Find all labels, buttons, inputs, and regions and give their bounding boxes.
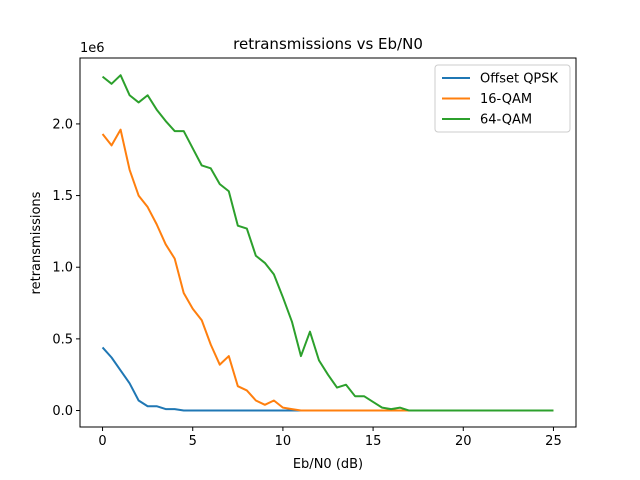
- plot-area-frame: [79, 57, 577, 428]
- y-tick-label: 2.0: [52, 117, 73, 132]
- y-axis-ticks: 0.0 0.5 1.0 1.5 2.0: [52, 117, 80, 419]
- legend-label-0: Offset QPSK: [480, 72, 559, 87]
- x-tick-label: 15: [365, 434, 382, 449]
- legend: Offset QPSK 16-QAM 64-QAM: [434, 64, 571, 133]
- plot-lines: [101, 74, 554, 412]
- chart-title: retransmissions vs Eb/N0: [233, 35, 423, 53]
- x-axis-label: Eb/N0 (dB): [293, 457, 363, 472]
- y-axis-label: retransmissions: [29, 191, 44, 294]
- x-tick-label: 0: [98, 434, 106, 449]
- x-tick-label: 20: [455, 434, 472, 449]
- y-tick-label: 0.5: [52, 332, 73, 347]
- x-axis-ticks: 0 5 10 15 20 25: [98, 427, 562, 449]
- y-tick-label: 1.5: [52, 189, 73, 204]
- x-tick-label: 10: [275, 434, 292, 449]
- x-tick-label: 25: [545, 434, 562, 449]
- x-tick-label: 5: [189, 434, 197, 449]
- legend-items: Offset QPSK 16-QAM 64-QAM: [442, 72, 559, 128]
- legend-label-1: 16-QAM: [480, 92, 532, 107]
- series-line-2: [101, 74, 554, 412]
- legend-box: [434, 64, 571, 133]
- legend-label-2: 64-QAM: [480, 113, 532, 128]
- y-tick-label: 0.0: [52, 404, 73, 419]
- y-tick-label: 1.0: [52, 261, 73, 276]
- y-offset-label: 1e6: [80, 41, 105, 56]
